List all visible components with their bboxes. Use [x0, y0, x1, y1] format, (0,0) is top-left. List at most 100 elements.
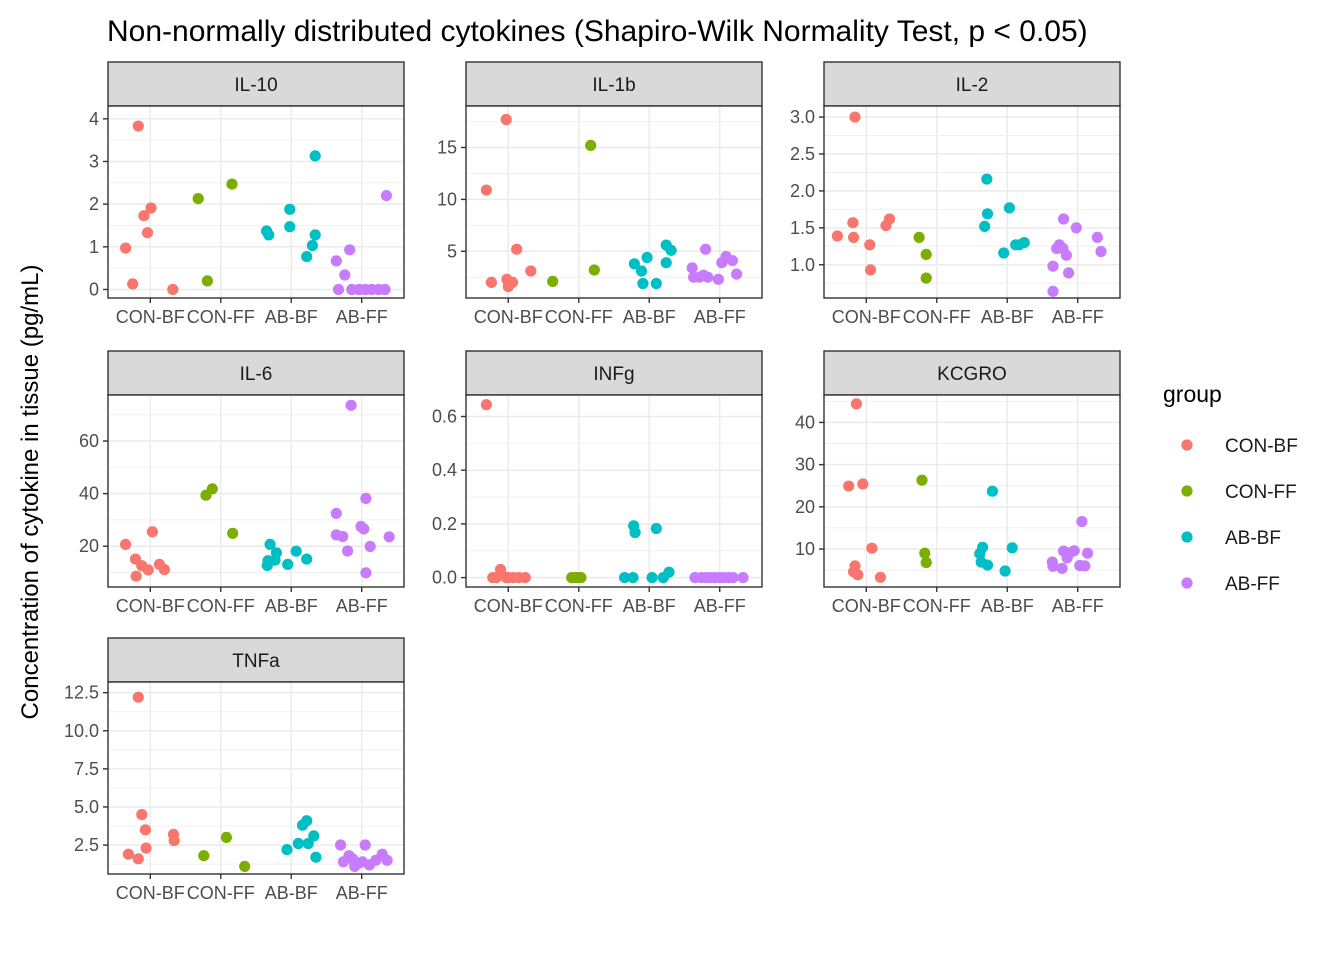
x-tick-label: CON-FF	[903, 307, 971, 327]
x-tick-label: AB-FF	[1052, 596, 1104, 616]
panel-infg: INFg 0.0 0.2 0.4 0.6 CON-BF CON-FF AB-BF AB-FF	[432, 350, 763, 616]
data-point	[1063, 267, 1075, 279]
data-point	[360, 492, 372, 504]
x-tick-label: AB-BF	[265, 307, 318, 327]
x-tick-label: AB-FF	[336, 883, 388, 903]
data-point	[1047, 560, 1059, 572]
plot-background	[108, 106, 404, 298]
data-point	[665, 244, 677, 256]
data-point	[379, 283, 391, 296]
data-point	[864, 264, 877, 276]
data-point	[525, 265, 537, 277]
x-tick-label: CON-FF	[545, 596, 613, 616]
panel-border	[465, 394, 763, 588]
x-tick-label: AB-FF	[694, 307, 746, 327]
data-point	[309, 150, 321, 162]
legend-key	[1181, 439, 1193, 451]
x-tick-label: CON-BF	[832, 307, 901, 327]
data-point	[847, 217, 859, 229]
data-point	[646, 572, 658, 584]
facet-strip	[107, 61, 405, 107]
data-point	[686, 262, 698, 274]
data-point	[979, 220, 991, 232]
data-point	[1082, 547, 1094, 559]
data-point	[635, 265, 648, 277]
data-point	[660, 257, 672, 269]
facet-strip	[107, 637, 405, 683]
data-point	[843, 480, 855, 492]
data-point	[308, 830, 320, 842]
data-point	[1006, 542, 1018, 554]
data-point	[127, 278, 139, 290]
data-point	[480, 184, 492, 196]
data-point	[364, 540, 376, 553]
data-point	[270, 547, 282, 559]
x-tick-label: CON-FF	[187, 307, 255, 327]
panel-border	[107, 681, 405, 875]
data-point	[1095, 245, 1107, 258]
y-tick-label: 1	[89, 237, 99, 257]
y-tick-label: 60	[79, 431, 99, 451]
data-point	[344, 244, 356, 256]
y-tick-label: 2.5	[790, 144, 815, 164]
x-tick-label: AB-FF	[694, 596, 746, 616]
y-tick-label: 2.5	[74, 835, 99, 855]
data-point	[702, 271, 714, 283]
y-tick-label: 4	[89, 109, 99, 129]
data-point	[857, 478, 869, 490]
data-point	[650, 522, 662, 535]
data-point	[916, 474, 928, 486]
data-point	[913, 231, 925, 243]
data-point	[292, 837, 304, 850]
y-tick-label: 15	[437, 138, 457, 158]
data-point	[619, 572, 631, 584]
plot-background	[466, 395, 762, 587]
data-point	[637, 277, 649, 290]
data-point	[629, 526, 641, 539]
plot-background	[108, 682, 404, 874]
data-point	[1058, 213, 1070, 225]
data-point	[628, 258, 641, 270]
data-point	[919, 547, 931, 559]
legend-label: AB-FF	[1225, 574, 1280, 595]
data-point	[120, 242, 132, 254]
y-tick-label: 10	[437, 189, 457, 209]
data-point	[981, 559, 994, 571]
data-point	[138, 210, 150, 222]
data-point	[310, 851, 322, 863]
data-point	[120, 538, 132, 551]
facet-strip	[107, 350, 405, 396]
y-tick-label: 5.0	[74, 797, 99, 817]
data-point	[726, 255, 739, 267]
x-tick-label: CON-BF	[116, 883, 185, 903]
data-point	[227, 527, 239, 539]
data-point	[494, 563, 507, 576]
legend-key	[1181, 531, 1193, 543]
data-point	[198, 850, 210, 862]
x-tick-label: AB-BF	[981, 307, 1034, 327]
data-point	[136, 809, 148, 821]
plot-background	[824, 395, 1120, 587]
x-tick-label: CON-FF	[187, 883, 255, 903]
data-point	[487, 572, 499, 584]
data-point	[500, 113, 512, 126]
data-point	[663, 566, 675, 578]
data-point	[920, 272, 932, 284]
panel-border	[107, 394, 405, 588]
data-point	[332, 283, 345, 296]
data-point	[1079, 560, 1091, 572]
data-point	[588, 264, 600, 276]
x-tick-label: AB-BF	[623, 596, 676, 616]
data-point	[141, 227, 154, 239]
y-tick-label: 2.0	[790, 181, 815, 201]
data-point	[874, 571, 887, 583]
y-tick-label: 12.5	[64, 683, 99, 703]
data-point	[849, 111, 861, 123]
data-point	[1060, 249, 1072, 261]
data-point	[641, 251, 653, 264]
data-point	[977, 541, 989, 553]
y-tick-label: 5	[447, 241, 457, 261]
y-tick-label: 0.2	[432, 514, 457, 534]
